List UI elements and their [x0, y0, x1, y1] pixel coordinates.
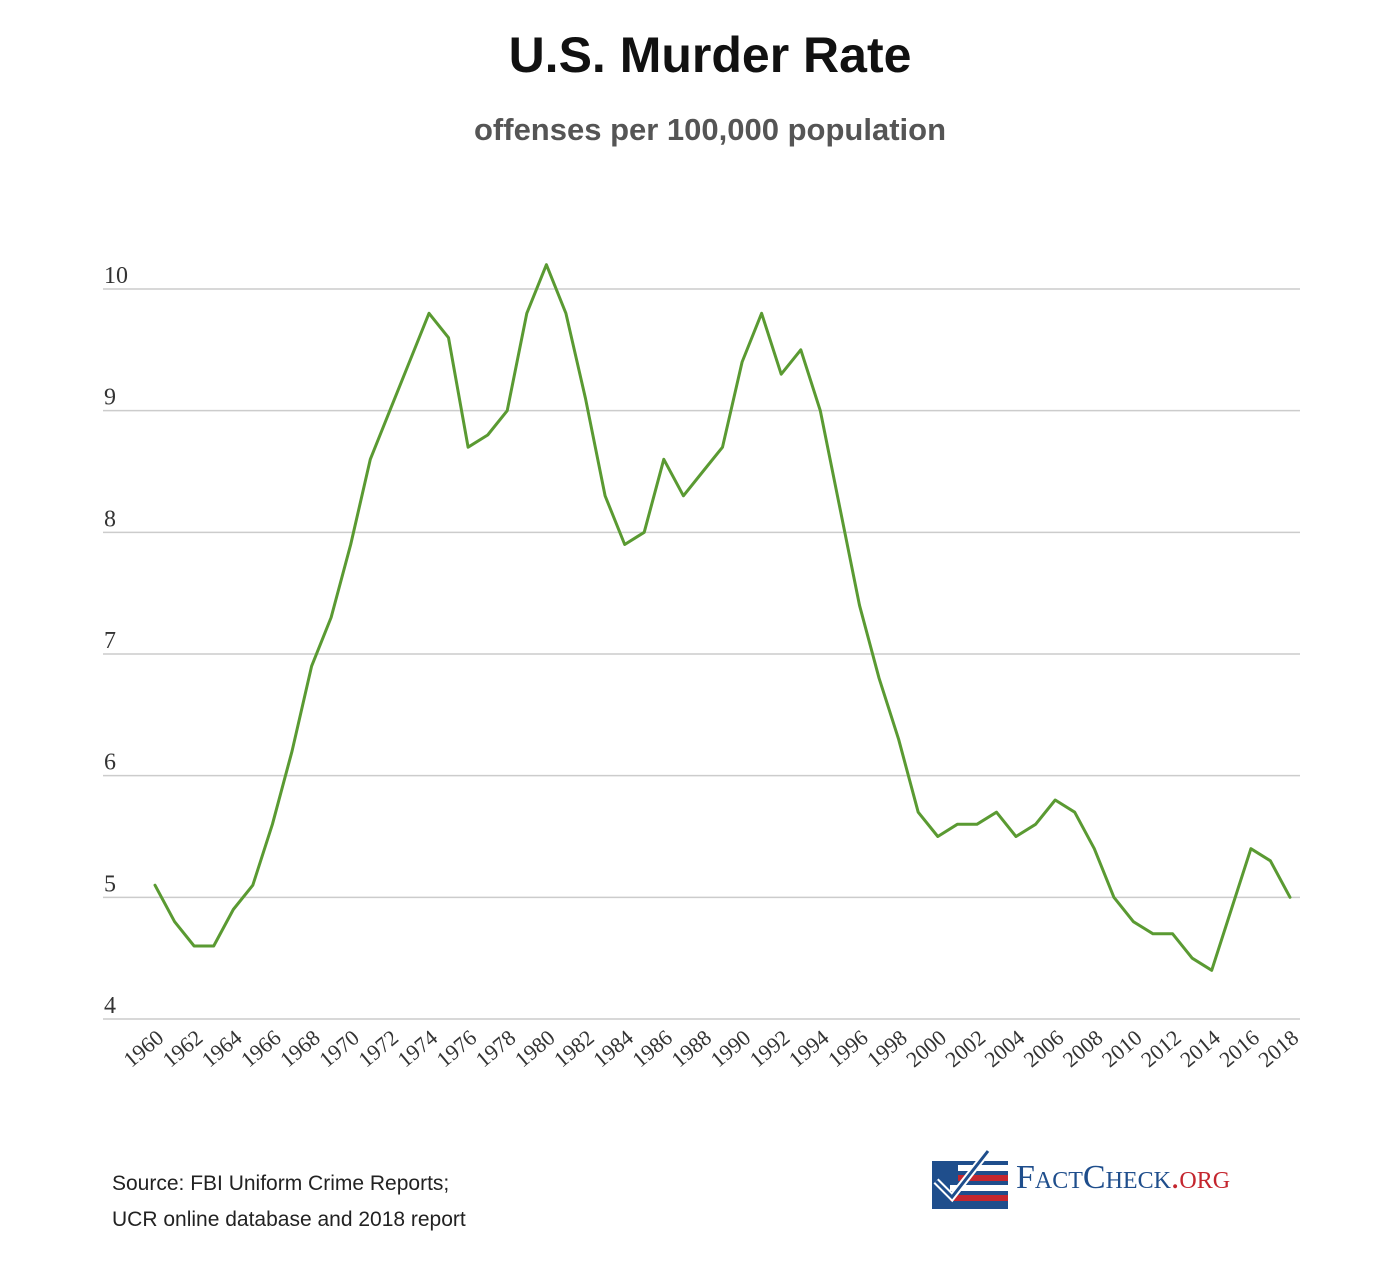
- x-tick-label: 1970: [314, 1025, 364, 1072]
- x-tick-label: 1968: [275, 1025, 325, 1072]
- x-tick-label: 1992: [745, 1025, 795, 1072]
- x-tick-label: 1966: [236, 1025, 286, 1072]
- y-tick-label: 4: [104, 993, 116, 1019]
- x-tick-label: 1998: [862, 1025, 912, 1072]
- y-tick-label: 10: [104, 263, 128, 289]
- chart-title: U.S. Murder Rate: [508, 27, 912, 83]
- x-tick-label: 2012: [1136, 1025, 1186, 1072]
- x-tick-label: 1984: [588, 1025, 638, 1072]
- x-tick-label: 2000: [901, 1025, 951, 1072]
- factcheck-logo: FactCheck.org: [930, 1145, 1270, 1215]
- x-tick-label: 2016: [1214, 1025, 1264, 1072]
- x-tick-label: 1994: [784, 1025, 834, 1072]
- x-tick-label: 1986: [627, 1025, 677, 1072]
- x-tick-label: 1980: [510, 1025, 560, 1072]
- x-tick-label: 2004: [979, 1025, 1029, 1072]
- y-tick-label: 7: [104, 628, 116, 654]
- y-tick-label: 5: [104, 871, 116, 897]
- x-tick-label: 1964: [197, 1025, 247, 1072]
- x-tick-label: 1982: [549, 1025, 599, 1072]
- logo-text-org: .org: [1170, 1159, 1231, 1196]
- x-tick-label: 1996: [823, 1025, 873, 1072]
- logo-text-main: FactCheck: [1016, 1159, 1171, 1196]
- x-tick-label: 2002: [940, 1025, 990, 1072]
- y-tick-label: 9: [104, 385, 116, 411]
- x-tick-label: 2018: [1253, 1025, 1303, 1072]
- x-tick-label: 2006: [1019, 1025, 1069, 1072]
- logo-text: FactCheck.org: [1016, 1159, 1230, 1197]
- x-tick-label: 2014: [1175, 1025, 1225, 1072]
- y-tick-label: 6: [104, 750, 116, 776]
- x-tick-label: 1962: [158, 1025, 208, 1072]
- line-chart: 10 9 8 7 6 5 419601962196419661968197019721974…: [103, 263, 1303, 1072]
- x-tick-label: 1974: [392, 1025, 442, 1072]
- x-tick-label: 1972: [353, 1025, 403, 1072]
- source-note: Source: FBI Uniform Crime Reports; UCR o…: [112, 1166, 466, 1238]
- source-line-2: UCR online database and 2018 report: [112, 1208, 466, 1231]
- x-tick-label: 1976: [432, 1025, 482, 1072]
- x-tick-label: 2008: [1058, 1025, 1108, 1072]
- x-tick-label: 1990: [706, 1025, 756, 1072]
- chart-subtitle: offenses per 100,000 population: [473, 112, 947, 147]
- x-tick-label: 2010: [1097, 1025, 1147, 1072]
- x-tick-label: 1960: [118, 1025, 168, 1072]
- flag-check-icon: [932, 1148, 1008, 1209]
- x-tick-label: 1978: [471, 1025, 521, 1072]
- x-tick-label: 1988: [666, 1025, 716, 1072]
- series-line: [153, 263, 1292, 972]
- y-tick-label: 8: [104, 506, 116, 532]
- source-line-1: Source: FBI Uniform Crime Reports;: [112, 1172, 450, 1195]
